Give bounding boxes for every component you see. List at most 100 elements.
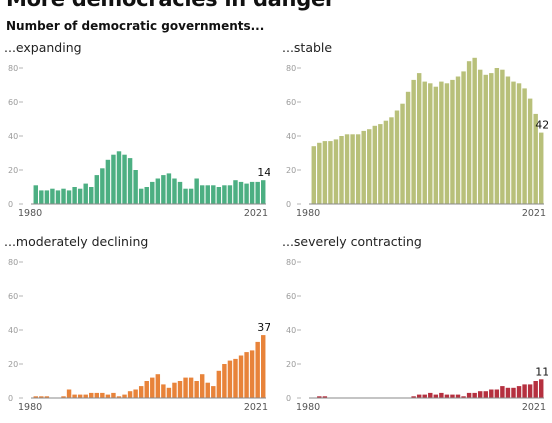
bar-2012	[211, 185, 216, 204]
bar-1987	[72, 187, 77, 204]
bar-1981	[39, 190, 44, 204]
end-value-label: 14	[257, 166, 270, 179]
bar-2016	[233, 180, 238, 204]
bar-1996	[400, 103, 405, 204]
bar-chart-moderately-declining: 0 20 40 60 80 1980 2021 37	[8, 258, 270, 412]
panel-expanding: ...expanding 0 20 40 60 80 1980 2021 14	[0, 40, 270, 218]
bar-1981	[317, 142, 322, 204]
bar-2010	[199, 185, 205, 204]
bar-1995	[116, 396, 122, 398]
bar-1986	[66, 190, 72, 204]
bar-2006	[177, 381, 183, 398]
chart-title: More democracies in danger	[6, 0, 335, 11]
bar-2021	[539, 379, 544, 398]
panel-severely-contracting: ...severely contracting 0 20 40 60 80 1980 202…	[278, 234, 548, 412]
bar-1998	[133, 389, 138, 398]
bar-1993	[383, 120, 389, 204]
bar-2004	[444, 394, 450, 398]
end-value-label: 42	[535, 119, 548, 132]
bar-2000	[422, 81, 427, 204]
y-tick-label: 80	[286, 258, 296, 267]
bar-2012	[211, 386, 216, 398]
bar-2020	[255, 341, 260, 398]
bar-2005	[172, 382, 177, 398]
bar-1991	[94, 392, 100, 398]
bar-2016	[511, 81, 516, 204]
y-tick-label: 20	[8, 166, 18, 175]
x-end-label: 2021	[244, 208, 268, 218]
bar-1982	[322, 141, 328, 204]
bar-1994	[111, 392, 116, 398]
x-end-label: 2021	[244, 402, 268, 412]
bar-2012	[489, 73, 494, 204]
bar-chart-severely-contracting: 0 20 40 60 80 1980 2021 11	[286, 258, 548, 412]
bar-1999	[138, 386, 144, 398]
x-end-label: 2021	[522, 208, 546, 218]
bar-2009	[194, 381, 199, 398]
bar-2008	[188, 377, 194, 398]
bar-2021	[261, 180, 266, 204]
panel-title-moderately-declining: ...moderately declining	[4, 234, 149, 249]
bar-2019	[527, 98, 533, 204]
bar-2002	[433, 394, 439, 398]
bar-1985	[61, 188, 66, 204]
bar-2015	[505, 76, 511, 204]
y-tick-label: 0	[286, 394, 291, 403]
bar-2005	[450, 394, 455, 398]
chart-subtitle: Number of democratic governments...	[6, 19, 265, 33]
bar-2008	[466, 61, 472, 205]
bar-2006	[455, 394, 461, 398]
bar-2007	[183, 377, 188, 398]
bar-2008	[188, 188, 194, 204]
bar-2018	[522, 88, 527, 204]
bar-2016	[511, 387, 516, 398]
bar-1983	[328, 141, 333, 204]
bar-2006	[455, 76, 461, 204]
bar-2004	[166, 173, 172, 204]
bar-1999	[416, 73, 422, 204]
bar-2015	[227, 360, 233, 398]
bar-2018	[244, 352, 249, 398]
panel-title-expanding: ...expanding	[4, 40, 82, 55]
bar-1982	[44, 396, 50, 398]
x-start-label: 1980	[296, 208, 320, 218]
bar-2011	[205, 382, 210, 398]
panel-title-stable: ...stable	[282, 40, 333, 55]
bar-2019	[249, 350, 255, 398]
bar-1991	[94, 175, 100, 204]
bar-1995	[116, 151, 122, 204]
y-tick-label: 40	[286, 132, 296, 141]
bar-2005	[450, 79, 455, 204]
bar-2007	[461, 396, 466, 398]
bar-1982	[322, 396, 328, 398]
bar-2020	[533, 381, 538, 398]
bar-1981	[317, 396, 322, 398]
bar-1993	[105, 394, 111, 398]
bar-1986	[66, 389, 72, 398]
bar-2017	[238, 181, 244, 204]
bar-2010	[477, 69, 483, 204]
bar-1998	[133, 170, 138, 204]
bar-1999	[138, 188, 144, 204]
bar-2017	[516, 386, 522, 398]
end-value-label: 11	[535, 365, 548, 378]
bar-1996	[122, 394, 127, 398]
bar-2012	[489, 389, 494, 398]
y-tick-label: 60	[8, 292, 18, 301]
y-tick-label: 20	[8, 360, 18, 369]
bar-1985	[339, 136, 344, 204]
bar-2018	[244, 183, 249, 204]
bar-1998	[411, 396, 416, 398]
bar-2020	[255, 181, 260, 204]
bar-1980	[33, 185, 38, 204]
bar-2004	[444, 83, 450, 204]
bar-2011	[483, 391, 488, 398]
bar-2010	[199, 374, 205, 398]
bar-1981	[39, 396, 44, 398]
end-value-label: 37	[257, 321, 270, 334]
bar-1982	[44, 190, 50, 204]
y-tick-label: 60	[8, 98, 18, 107]
bar-2006	[177, 181, 183, 204]
bar-2002	[155, 374, 161, 398]
